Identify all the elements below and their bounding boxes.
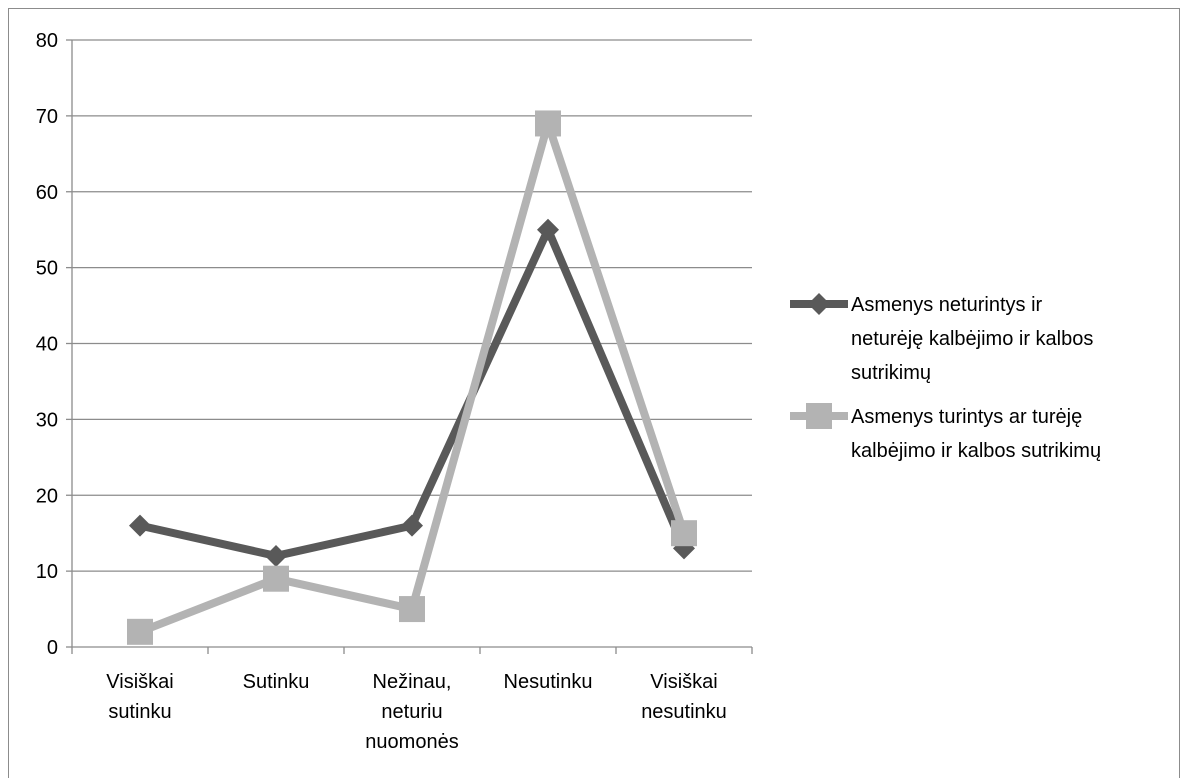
legend-entry-2: Asmenys turintys ar turėję kalbėjimo ir k… — [790, 403, 1101, 462]
y-tick-label: 20 — [36, 485, 58, 507]
axes: 0 10 20 30 40 50 60 70 80 Visiškai sutinku Sutinku N… — [36, 30, 753, 753]
chart-frame — [8, 8, 1180, 778]
y-tick-label: 30 — [36, 409, 58, 431]
series-2 — [127, 110, 697, 645]
x-tick-label: Visiškai sutinku — [106, 671, 173, 723]
y-tick-label: 40 — [36, 334, 58, 356]
data-point-marker — [129, 514, 151, 537]
x-tick-label: Visiškai nesutinku — [641, 671, 727, 723]
x-tick-label: Nesutinku — [504, 671, 593, 693]
x-tick-label: Nežinau, neturiu nuomonės — [365, 671, 458, 753]
x-tick-label: Sutinku — [243, 671, 310, 693]
data-point-marker — [401, 514, 423, 537]
legend-marker — [806, 403, 832, 429]
series-1 — [129, 218, 695, 567]
legend: Asmenys neturintys ir neturėję kalbėjimo … — [790, 293, 1101, 462]
legend-label: Asmenys neturintys ir neturėję kalbėjimo … — [851, 294, 1093, 384]
data-point-marker — [671, 520, 697, 547]
series-lines — [127, 110, 697, 645]
data-point-marker — [127, 618, 153, 645]
data-point-marker — [263, 565, 289, 592]
y-tick-label: 70 — [36, 106, 58, 128]
data-point-marker — [265, 544, 287, 567]
gridlines — [72, 39, 752, 572]
legend-marker — [808, 293, 830, 315]
legend-entry-1: Asmenys neturintys ir neturėję kalbėjimo … — [790, 293, 1093, 384]
legend-label: Asmenys turintys ar turėję kalbėjimo ir k… — [851, 406, 1101, 462]
data-point-marker — [535, 110, 561, 137]
y-tick-label: 50 — [36, 258, 58, 280]
y-tick-label: 80 — [36, 30, 58, 52]
y-tick-label: 60 — [36, 182, 58, 204]
series-line — [136, 119, 688, 636]
data-point-marker — [399, 596, 425, 623]
y-tick-label: 0 — [47, 637, 58, 659]
data-point-marker — [537, 218, 559, 241]
y-tick-label: 10 — [36, 561, 58, 583]
